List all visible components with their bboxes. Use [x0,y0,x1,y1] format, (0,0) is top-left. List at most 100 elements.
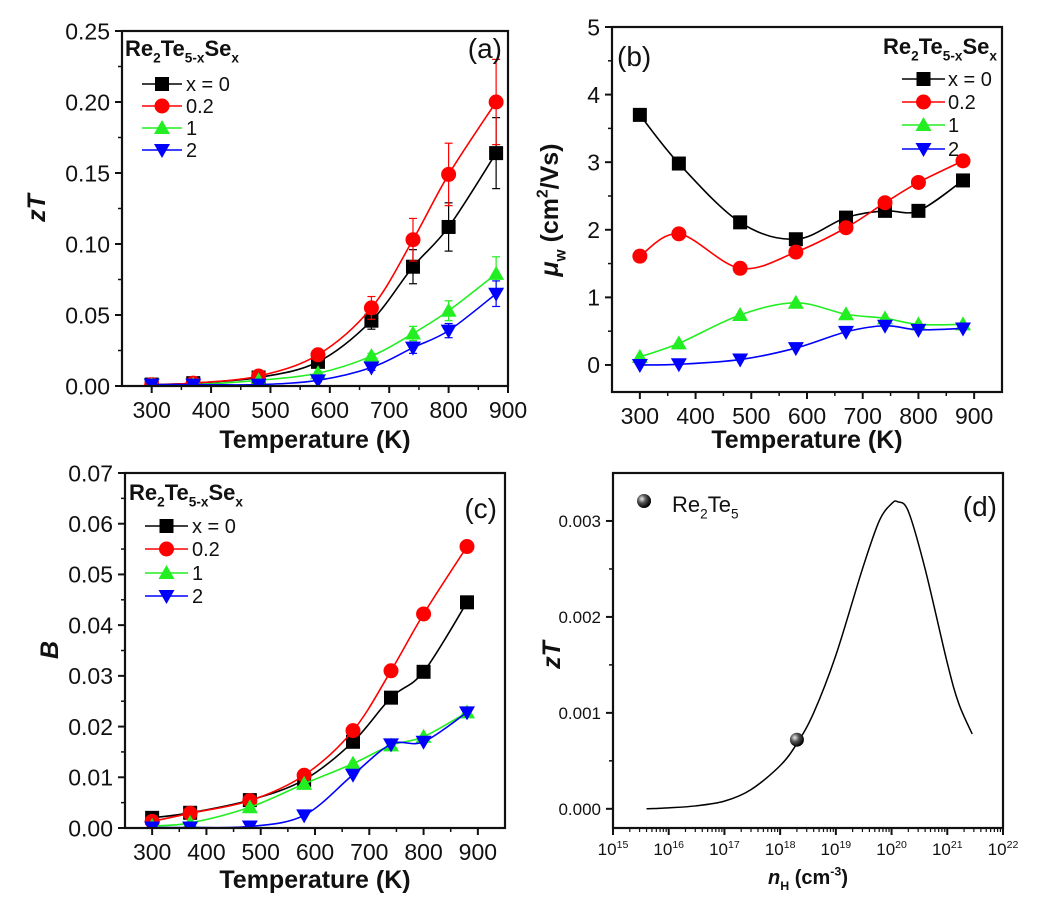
x-tick-label: 400 [192,397,230,423]
y-tick-label: 0.000 [558,800,601,819]
square-marker [441,219,456,234]
panel-label: (a) [468,33,502,64]
triangle-down-marker [415,735,432,750]
circle-marker [488,94,504,110]
y-axis-title: μw (cm2/Vs) [535,143,570,277]
x-tick-label: 1022 [988,839,1019,859]
y-tick-label: 0.00 [65,373,110,399]
y-tick-label: 0.10 [65,231,110,257]
x-tick-label: 600 [296,839,334,865]
circle-marker [459,539,475,555]
square-marker [346,734,360,749]
y-tick-label: 0.00 [68,815,113,841]
square-marker [839,210,853,225]
circle-marker [910,174,926,190]
y-tick-label: 0 [587,352,600,378]
chart-panel-d: 0.000 0.001 0.002 0.003 1015 1016 1017 1018 1019… [538,471,1019,893]
triangle-up-marker [404,325,421,340]
x-tick-label: 900 [955,403,993,429]
plot-frame [610,25,1004,394]
triangle-down-marker [915,143,932,157]
square-marker [671,156,686,171]
legend: Re2Te5-xSex x = 00.212 [883,34,997,161]
legend-entry: 1 [192,563,203,585]
legend-entry: Re2Te5 [672,492,739,522]
triangle-down-marker [309,374,326,386]
triangle-up-marker [158,565,175,579]
triangle-down-marker [363,361,380,376]
legend-title: Re2Te5-xSex [129,480,243,510]
legend: Re2Te5-xSex x = 00.212 [129,480,243,608]
triangle-down-marker [787,342,804,357]
triangle-down-marker [440,324,457,339]
triangle-down-marker [838,325,854,340]
y-tick-label: 0.001 [558,704,601,723]
triangle-down-marker [158,590,175,604]
square-marker [364,313,379,328]
x-tick-label: 1015 [598,839,629,859]
triangle-up-marker [440,302,457,317]
circle-marker [363,300,379,316]
circle-marker [916,94,931,110]
legend-entry: 1 [948,115,959,137]
y-tick-label: 0.03 [68,663,113,689]
triangle-up-marker [732,306,749,321]
plot-area [631,107,971,373]
triangle-down-marker [459,706,475,721]
circle-marker [182,805,198,821]
panel-label: (d) [963,491,997,522]
x-axis-title: Temperature (K) [219,866,410,894]
y-tick-label: 0.20 [65,89,110,115]
legend-entry: 1 [186,118,197,140]
plot-area [646,500,973,810]
triangle-down-marker [241,820,258,828]
y-axis-title: B [36,641,64,659]
triangle-up-marker [915,117,932,131]
x-tick-label: 500 [242,839,280,865]
square-marker [956,173,970,188]
triangle-down-marker [877,319,893,334]
y-tick-label: 0.01 [68,765,113,791]
y-tick-label: 5 [587,14,600,40]
legend-entry: x = 0 [948,69,992,91]
x-tick-label: 600 [788,403,826,429]
legend-entry: 2 [948,139,959,161]
legend-title: Re2Te5-xSex [125,36,239,66]
y-axis-title: zT [23,191,51,223]
triangle-down-marker [143,378,160,386]
x-tick-label: 1018 [765,839,796,859]
y-tick-label: 1 [587,285,600,311]
circle-marker [416,606,432,622]
chart-panel-a: 0.00 0.05 0.10 0.15 0.20 0.25 300 400 500 600 700 8… [23,18,527,454]
circle-marker [788,244,804,260]
y-tick-label: 0.003 [558,512,601,531]
series-line-x0 [151,152,497,386]
x-tick-label: 700 [844,403,882,429]
y-tick-label: 0.06 [68,511,113,537]
y-tick-label: 0.04 [68,612,113,638]
circle-marker [671,226,687,242]
square-marker [155,77,169,91]
square-marker [384,690,398,705]
x-tick-label: 300 [621,403,659,429]
series-line-0.2 [151,101,497,386]
square-marker [489,146,504,161]
triangle-down-marker [182,821,199,828]
x-axis-title: Temperature (K) [711,426,902,454]
triangle-up-marker [363,348,380,363]
x-tick-label: 1016 [653,839,684,859]
model-curve [646,500,973,810]
circle-marker [310,347,326,363]
x-tick-label: 400 [676,403,714,429]
x-tick-label: 400 [187,839,225,865]
triangle-down-marker [488,287,505,302]
square-marker [159,519,174,533]
square-marker [911,203,926,218]
x-tick-label: 1021 [932,839,963,859]
y-axis-title: zT [538,638,566,670]
circle-marker [955,153,971,169]
circle-marker [838,220,854,236]
y-tick-label: 0.07 [68,460,113,486]
